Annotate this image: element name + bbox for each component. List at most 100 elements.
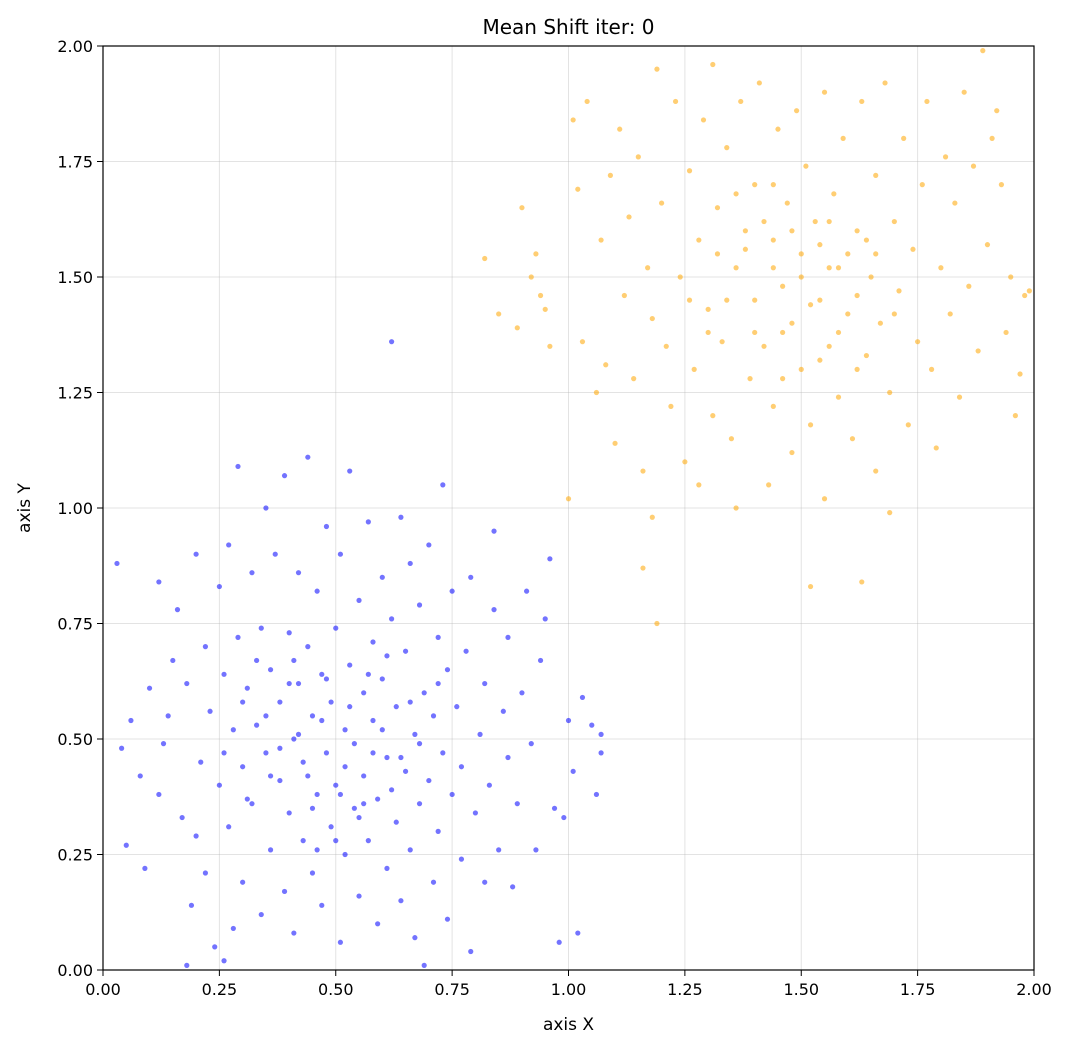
orange-cluster-point bbox=[961, 89, 967, 95]
orange-cluster-point bbox=[924, 98, 930, 105]
orange-cluster-point bbox=[835, 265, 842, 271]
orange-cluster-point bbox=[496, 311, 502, 317]
orange-cluster-point bbox=[686, 168, 693, 174]
blue-cluster-point bbox=[365, 519, 371, 525]
orange-cluster-point bbox=[803, 163, 809, 169]
blue-cluster-point bbox=[454, 704, 460, 710]
orange-cluster-point bbox=[798, 251, 804, 257]
blue-cluster-point bbox=[361, 690, 367, 696]
blue-cluster-point bbox=[379, 574, 385, 580]
blue-cluster-point bbox=[319, 671, 325, 677]
blue-cluster-point bbox=[323, 750, 330, 756]
blue-cluster-point bbox=[146, 685, 153, 691]
blue-cluster-point bbox=[486, 782, 492, 788]
blue-cluster-point bbox=[272, 551, 278, 557]
blue-cluster-point bbox=[119, 745, 125, 751]
orange-cluster-point bbox=[849, 436, 856, 442]
orange-cluster-point bbox=[821, 89, 828, 95]
blue-cluster-point bbox=[398, 514, 404, 520]
blue-cluster-point bbox=[505, 754, 511, 761]
blue-cluster-point bbox=[328, 824, 334, 830]
orange-cluster-point bbox=[598, 237, 604, 243]
blue-cluster-point bbox=[165, 713, 171, 719]
blue-cluster-point bbox=[356, 893, 362, 899]
orange-cluster-point bbox=[770, 182, 776, 188]
orange-cluster-point bbox=[910, 246, 916, 252]
orange-cluster-point bbox=[938, 265, 944, 271]
x-axis-label: axis X bbox=[543, 1015, 594, 1035]
blue-cluster-point bbox=[407, 699, 413, 705]
orange-cluster-point bbox=[645, 265, 651, 271]
blue-cluster-point bbox=[370, 717, 376, 724]
orange-cluster-point bbox=[877, 320, 883, 326]
blue-cluster-point bbox=[309, 870, 316, 876]
blue-cluster-point bbox=[444, 916, 451, 922]
orange-cluster-point bbox=[626, 214, 632, 220]
orange-cluster-point bbox=[677, 274, 683, 280]
blue-cluster-point bbox=[389, 339, 395, 345]
orange-cluster-point bbox=[696, 482, 702, 488]
orange-cluster-point bbox=[575, 186, 581, 192]
blue-cluster-point bbox=[277, 745, 283, 751]
blue-cluster-point bbox=[505, 634, 511, 640]
blue-cluster-point bbox=[407, 560, 413, 567]
x-tick-label: 0.25 bbox=[202, 980, 238, 999]
blue-cluster-point bbox=[407, 847, 413, 853]
orange-cluster-point bbox=[668, 403, 674, 409]
blue-cluster-point bbox=[230, 727, 236, 733]
orange-cluster-point bbox=[873, 251, 879, 257]
orange-cluster-point bbox=[1017, 371, 1023, 377]
blue-cluster-point bbox=[351, 805, 357, 811]
orange-cluster-point bbox=[696, 237, 702, 243]
blue-cluster-point bbox=[551, 805, 558, 811]
orange-cluster-point bbox=[705, 306, 711, 312]
blue-cluster-point bbox=[537, 657, 544, 664]
orange-cluster-point bbox=[854, 366, 860, 372]
blue-cluster-point bbox=[319, 717, 325, 724]
scatter-points bbox=[114, 48, 1032, 968]
blue-cluster-point bbox=[575, 930, 581, 936]
orange-cluster-point bbox=[1012, 413, 1018, 419]
blue-cluster-point bbox=[416, 741, 423, 747]
y-tick-label: 0.25 bbox=[57, 846, 93, 865]
blue-cluster-point bbox=[281, 888, 288, 895]
blue-cluster-point bbox=[402, 768, 409, 774]
orange-cluster-point bbox=[770, 237, 776, 243]
blue-cluster-point bbox=[295, 570, 302, 576]
chart-title: Mean Shift iter: 0 bbox=[482, 15, 654, 39]
orange-cluster-point bbox=[826, 218, 832, 225]
y-tick-label: 1.00 bbox=[57, 499, 93, 518]
blue-cluster-point bbox=[412, 935, 418, 941]
blue-cluster-point bbox=[389, 787, 395, 793]
blue-cluster-point bbox=[226, 824, 232, 830]
blue-cluster-point bbox=[216, 782, 222, 788]
orange-cluster-point bbox=[547, 343, 553, 349]
blue-cluster-point bbox=[458, 764, 465, 770]
blue-cluster-point bbox=[207, 708, 213, 714]
orange-cluster-point bbox=[780, 376, 786, 382]
orange-cluster-point bbox=[817, 242, 823, 248]
orange-cluster-point bbox=[835, 394, 842, 400]
blue-cluster-point bbox=[202, 870, 209, 876]
orange-cluster-point bbox=[682, 459, 688, 465]
blue-cluster-point bbox=[421, 690, 427, 696]
blue-cluster-point bbox=[514, 801, 520, 807]
blue-cluster-point bbox=[384, 865, 390, 871]
blue-cluster-point bbox=[519, 690, 525, 696]
blue-cluster-point bbox=[570, 768, 576, 774]
orange-cluster-point bbox=[780, 329, 786, 336]
blue-cluster-point bbox=[300, 759, 306, 765]
orange-cluster-point bbox=[807, 583, 814, 590]
blue-cluster-point bbox=[365, 671, 371, 677]
blue-cluster-point bbox=[221, 671, 227, 677]
blue-cluster-point bbox=[212, 944, 218, 950]
grid-lines bbox=[102, 45, 1035, 971]
orange-cluster-point bbox=[649, 315, 655, 322]
orange-cluster-point bbox=[659, 200, 665, 206]
orange-cluster-point bbox=[826, 265, 832, 271]
blue-cluster-point bbox=[463, 648, 469, 654]
orange-cluster-point bbox=[952, 200, 958, 206]
blue-cluster-point bbox=[426, 542, 432, 548]
blue-cluster-point bbox=[221, 958, 227, 964]
blue-cluster-point bbox=[291, 930, 297, 936]
